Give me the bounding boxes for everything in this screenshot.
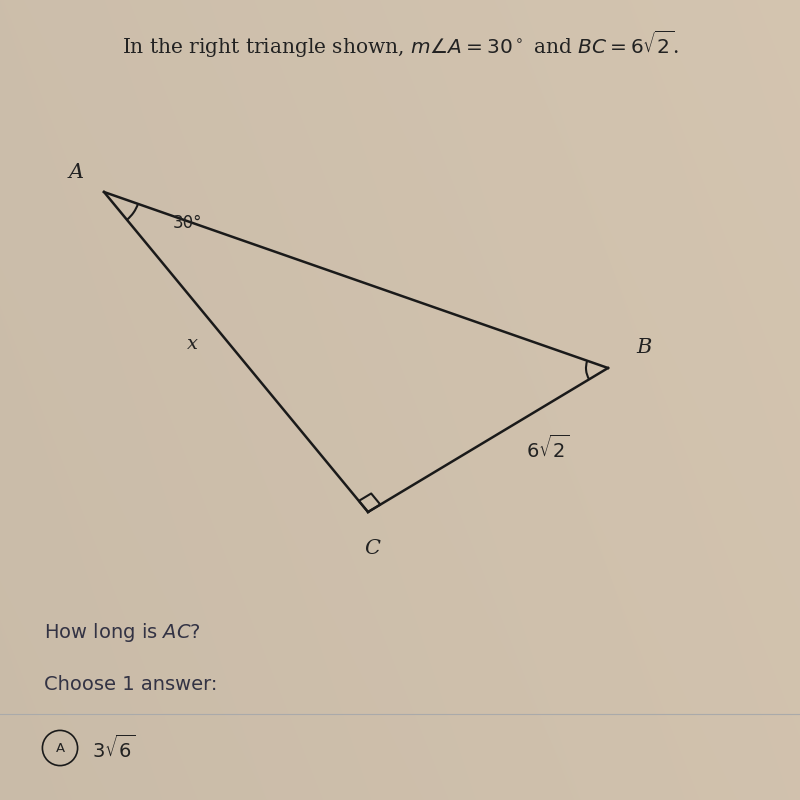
Text: x: x bbox=[186, 335, 198, 353]
Text: $3\sqrt{6}$: $3\sqrt{6}$ bbox=[92, 734, 135, 762]
Text: A: A bbox=[55, 742, 65, 754]
Text: 30°: 30° bbox=[172, 214, 202, 232]
Text: C: C bbox=[364, 538, 380, 558]
Text: B: B bbox=[636, 338, 652, 358]
Text: A: A bbox=[69, 162, 83, 182]
Circle shape bbox=[42, 730, 78, 766]
Text: In the right triangle shown, $m\angle A = 30^\circ$ and $BC = 6\sqrt{2}$.: In the right triangle shown, $m\angle A … bbox=[122, 28, 678, 60]
Text: $6\sqrt{2}$: $6\sqrt{2}$ bbox=[526, 434, 570, 462]
Text: Choose 1 answer:: Choose 1 answer: bbox=[44, 674, 218, 694]
Text: How long is $\mathit{AC}$?: How long is $\mathit{AC}$? bbox=[44, 621, 201, 643]
